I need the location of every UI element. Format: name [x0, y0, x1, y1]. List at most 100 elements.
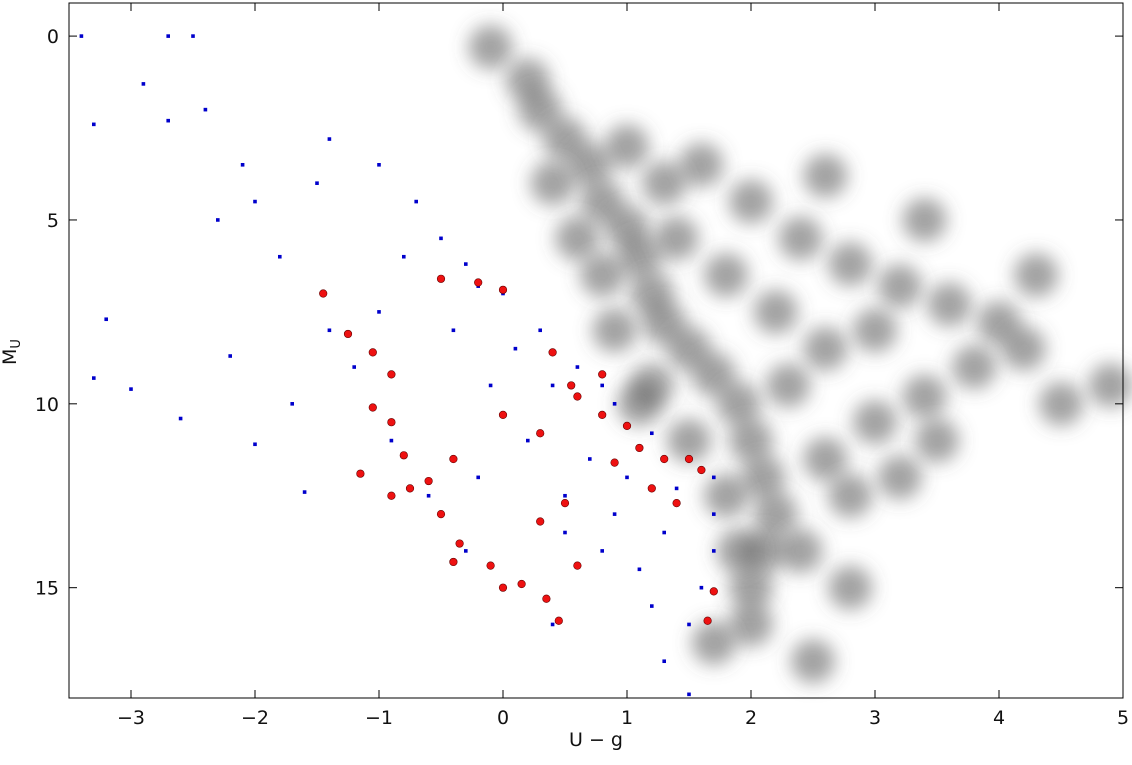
point	[766, 363, 811, 408]
x-axis-label: U − g	[569, 729, 623, 751]
point	[563, 530, 567, 535]
point	[327, 137, 332, 141]
point	[567, 381, 576, 390]
point	[697, 465, 706, 475]
x-tick-label: 3	[869, 707, 881, 729]
x-tick-label: 5	[1117, 707, 1129, 729]
point	[592, 308, 637, 353]
point	[530, 161, 575, 206]
point	[575, 365, 580, 369]
point	[716, 381, 761, 426]
point	[377, 310, 381, 314]
point	[451, 328, 456, 333]
point	[803, 326, 848, 371]
point	[877, 455, 922, 500]
point	[679, 142, 724, 187]
point	[498, 583, 508, 592]
point	[178, 416, 183, 421]
point	[877, 264, 922, 309]
point	[228, 354, 232, 358]
point	[1088, 363, 1132, 408]
point	[778, 528, 823, 573]
point	[319, 289, 328, 298]
point	[803, 436, 848, 481]
plot-area	[79, 25, 1132, 697]
point	[548, 348, 557, 357]
point	[240, 162, 245, 167]
point	[92, 376, 96, 380]
point	[474, 278, 483, 287]
point	[517, 579, 526, 589]
point	[455, 539, 464, 548]
point	[642, 161, 687, 206]
point	[650, 431, 654, 436]
point	[439, 236, 443, 241]
x-tick-label: −2	[241, 707, 269, 729]
point	[368, 403, 377, 412]
point	[573, 392, 582, 401]
point	[436, 510, 446, 519]
point	[399, 451, 408, 460]
point	[79, 34, 84, 38]
point	[691, 620, 736, 665]
point	[729, 179, 773, 224]
point	[563, 493, 567, 498]
point	[753, 289, 798, 334]
point	[687, 692, 691, 697]
point	[588, 457, 592, 461]
point	[387, 491, 396, 500]
point	[302, 490, 307, 494]
point	[389, 438, 394, 443]
point	[703, 616, 712, 625]
point	[315, 181, 319, 185]
point	[1001, 326, 1046, 371]
point	[687, 622, 691, 627]
point	[709, 587, 718, 596]
point	[536, 429, 545, 438]
point	[778, 216, 823, 261]
point	[414, 199, 418, 204]
x-tick-label: 2	[745, 707, 757, 729]
point	[691, 352, 736, 397]
point	[141, 82, 146, 86]
x-tick-label: 4	[993, 707, 1005, 729]
point	[387, 370, 396, 379]
point	[498, 285, 508, 294]
point	[166, 34, 170, 38]
point	[667, 418, 711, 463]
point	[424, 476, 433, 486]
point	[486, 561, 495, 570]
point	[567, 142, 612, 187]
point	[518, 87, 563, 132]
point	[1039, 381, 1083, 426]
point	[660, 454, 669, 464]
point	[104, 317, 108, 322]
point	[464, 262, 468, 266]
point	[216, 218, 220, 222]
point	[476, 475, 480, 480]
point	[129, 387, 133, 391]
point	[674, 486, 679, 491]
point	[672, 499, 681, 508]
point	[612, 402, 617, 406]
y-axis-label: MU	[0, 339, 24, 365]
y-tick-label: 10	[35, 394, 59, 416]
point	[650, 604, 654, 608]
point	[449, 557, 458, 567]
point	[927, 282, 972, 327]
point	[853, 308, 897, 353]
point	[356, 469, 365, 478]
point	[542, 594, 551, 603]
point	[387, 418, 396, 427]
point	[729, 418, 773, 463]
plot-frame	[68, 2, 1124, 699]
x-tick-label: −3	[117, 707, 145, 729]
point	[662, 530, 666, 535]
y-axis-label-sub: U	[9, 339, 24, 349]
point	[1014, 253, 1059, 298]
point	[436, 274, 446, 283]
point	[405, 484, 415, 493]
point	[278, 254, 282, 259]
point	[513, 346, 518, 351]
